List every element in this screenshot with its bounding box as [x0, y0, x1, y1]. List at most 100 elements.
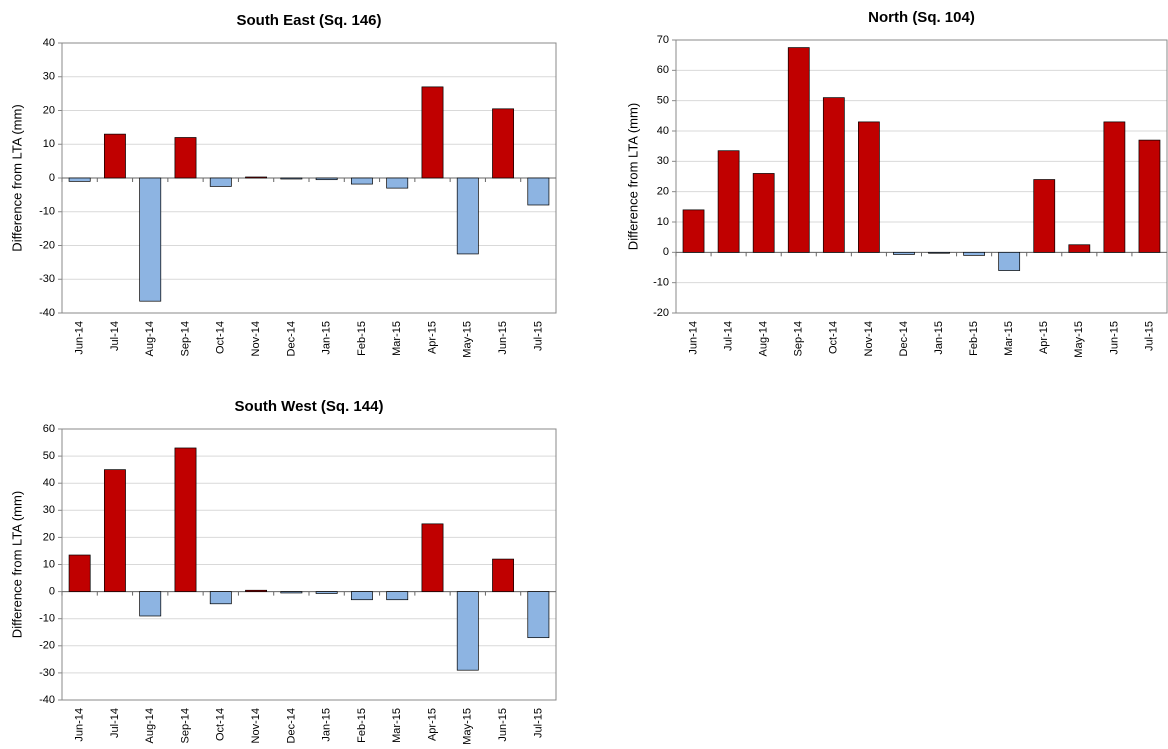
x-tick-label: Nov-14 — [250, 321, 262, 356]
bar — [421, 523, 444, 592]
x-tick-label: Sep-14 — [179, 321, 191, 356]
x-tick-label: Feb-15 — [968, 321, 980, 356]
y-axis-label: Difference from LTA (mm) — [9, 104, 24, 251]
x-tick-label: Jun-14 — [74, 708, 86, 742]
bar — [68, 177, 91, 182]
x-tick-label: Dec-14 — [898, 321, 910, 356]
bar — [492, 108, 515, 179]
bar — [787, 47, 810, 253]
bar — [315, 591, 338, 594]
bar — [1103, 121, 1126, 253]
x-tick-label: Nov-14 — [863, 321, 875, 356]
y-tick-label: 10 — [43, 558, 55, 570]
bar — [280, 591, 303, 594]
bar — [174, 137, 197, 179]
bar — [752, 173, 775, 253]
y-tick-label: 40 — [43, 37, 55, 49]
plot-border — [675, 39, 1168, 314]
y-tick-label: 30 — [657, 155, 669, 167]
bar — [386, 591, 409, 601]
x-tick-label: Feb-15 — [356, 708, 368, 743]
x-tick-label: Mar-15 — [391, 321, 403, 356]
y-tick-label: 60 — [657, 64, 669, 76]
x-tick-label: Sep-14 — [793, 321, 805, 356]
y-tick-label: 40 — [43, 477, 55, 489]
x-tick-label: Apr-15 — [1038, 321, 1050, 354]
x-tick-label: Jul-15 — [1143, 321, 1155, 351]
x-tick-label: May-15 — [462, 708, 474, 745]
bar — [1138, 139, 1161, 253]
bar — [174, 447, 197, 592]
x-tick-label: Jun-15 — [497, 321, 509, 355]
y-tick-label: -20 — [39, 640, 55, 652]
x-tick-label: Nov-14 — [250, 708, 262, 743]
bar — [245, 176, 268, 179]
x-tick-label: Jul-14 — [109, 708, 121, 738]
y-tick-label: 60 — [43, 423, 55, 435]
x-tick-label: Jul-14 — [723, 321, 735, 351]
x-tick-label: Jul-14 — [109, 321, 121, 351]
y-tick-label: 30 — [43, 504, 55, 516]
y-tick-label: 20 — [43, 104, 55, 116]
y-axis-label: Difference from LTA (mm) — [625, 103, 640, 250]
y-tick-label: 0 — [49, 172, 55, 184]
x-tick-label: Jun-15 — [1108, 321, 1120, 355]
bar — [963, 251, 985, 256]
y-tick-label: -40 — [39, 694, 55, 706]
x-tick-label: Dec-14 — [285, 321, 297, 356]
y-tick-label: 0 — [49, 586, 55, 598]
chart-title: North (Sq. 104) — [868, 9, 975, 26]
bar — [527, 591, 550, 639]
bar — [139, 177, 162, 302]
bar — [350, 591, 373, 601]
bar — [893, 251, 915, 255]
x-tick-label: Jun-14 — [687, 321, 699, 355]
y-tick-label: 20 — [657, 186, 669, 198]
y-tick-label: -20 — [653, 307, 669, 319]
x-tick-label: Apr-15 — [426, 708, 438, 741]
bar — [998, 251, 1021, 271]
y-tick-label: 50 — [657, 95, 669, 107]
x-tick-label: Sep-14 — [179, 708, 191, 743]
x-tick-label: Oct-14 — [215, 708, 227, 741]
bar — [103, 469, 126, 592]
bar — [822, 97, 845, 253]
plot-border — [61, 428, 557, 701]
bar — [421, 86, 444, 179]
bar — [492, 558, 515, 592]
chart-title: South West (Sq. 144) — [235, 398, 384, 415]
bar — [682, 209, 705, 253]
y-tick-label: -30 — [39, 273, 55, 285]
y-tick-label: 10 — [43, 138, 55, 150]
y-tick-label: -10 — [39, 206, 55, 218]
bar — [103, 133, 126, 179]
x-tick-label: Jan-15 — [321, 708, 333, 742]
x-tick-label: Jul-15 — [532, 708, 544, 738]
x-tick-label: Oct-14 — [215, 321, 227, 354]
bar — [68, 554, 91, 592]
y-tick-label: 40 — [657, 125, 669, 137]
bar — [858, 121, 880, 253]
x-tick-label: Mar-15 — [391, 708, 403, 743]
bar — [209, 591, 232, 605]
bar — [527, 177, 550, 206]
y-tick-label: -20 — [39, 239, 55, 251]
x-tick-label: Jul-15 — [532, 321, 544, 351]
bar — [280, 177, 303, 180]
y-tick-label: 30 — [43, 71, 55, 83]
y-tick-label: 10 — [657, 216, 669, 228]
x-tick-label: Jan-15 — [321, 321, 333, 355]
y-tick-label: -40 — [39, 307, 55, 319]
bar — [717, 150, 740, 253]
x-tick-label: Dec-14 — [285, 708, 297, 743]
bar — [386, 177, 409, 189]
bar — [245, 589, 268, 592]
x-tick-label: Mar-15 — [1003, 321, 1015, 356]
bar — [315, 177, 338, 181]
x-tick-label: Jun-15 — [497, 708, 509, 742]
bar — [1068, 244, 1091, 253]
bar — [456, 177, 479, 255]
x-tick-label: Apr-15 — [426, 321, 438, 354]
x-tick-label: Oct-14 — [828, 321, 840, 354]
